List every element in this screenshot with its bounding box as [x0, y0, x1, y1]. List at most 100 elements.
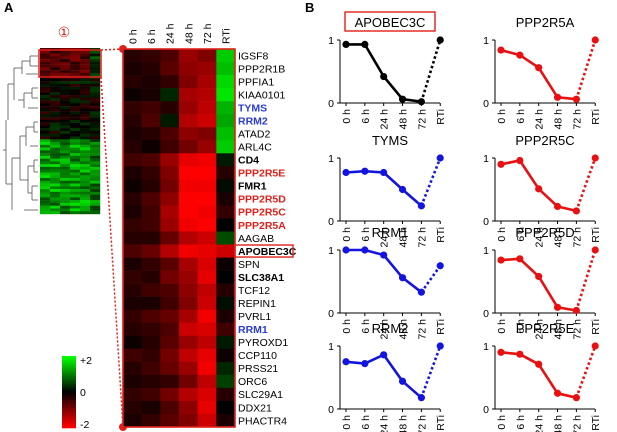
heatmap-cell: [216, 127, 236, 141]
line-panel-title: RRM2: [372, 321, 409, 336]
overview-cell: [50, 133, 61, 137]
gene-label: PPP2R5D: [238, 194, 286, 206]
heatmap-cell: [123, 166, 142, 180]
data-point: [591, 246, 599, 254]
heatmap-cell: [141, 348, 161, 363]
overview-cell: [50, 164, 61, 168]
overview-cell: [70, 133, 81, 137]
heatmap-cell: [197, 335, 217, 350]
overview-cell: [90, 95, 101, 98]
heatmap-cell: [216, 322, 236, 337]
x-tick-label: RTi: [435, 319, 447, 335]
overview-cell: [50, 50, 61, 54]
heatmap-cell: [123, 49, 142, 63]
line-panel-title: APOBEC3C: [355, 15, 426, 30]
overview-cell: [60, 186, 71, 190]
color-scale-segment: [62, 400, 76, 403]
overview-cell: [60, 106, 71, 110]
heatmap-cell: [123, 218, 142, 232]
data-point: [417, 98, 425, 106]
overview-cell: [60, 158, 71, 162]
overview-cell: [90, 86, 101, 90]
overview-cell: [70, 64, 81, 68]
overview-cell: [70, 72, 81, 76]
overview-cell: [60, 83, 71, 87]
overview-cell: [80, 67, 91, 71]
color-scale-segment: [62, 396, 76, 399]
heatmap-cell: [197, 179, 217, 193]
heatmap-cell: [197, 413, 217, 428]
data-point: [436, 342, 444, 350]
data-point: [535, 185, 543, 193]
heatmap-cell: [179, 140, 198, 154]
heatmap-cell: [179, 413, 198, 428]
overview-cell: [90, 191, 101, 195]
heatmap-cell: [179, 270, 198, 284]
overview-cell: [50, 131, 61, 134]
x-tick-label: 6 h: [515, 227, 527, 242]
overview-cell: [60, 164, 71, 168]
heatmap-cell: [160, 179, 180, 193]
heatmap-cell: [197, 283, 217, 297]
overview-cell: [70, 97, 81, 101]
heatmap-cell: [216, 348, 236, 363]
overview-cell: [50, 186, 61, 190]
data-point: [398, 95, 407, 103]
overview-cell: [70, 122, 81, 126]
overview-cell: [60, 194, 71, 198]
overview-cell: [60, 139, 71, 143]
gene-label: SPN: [238, 259, 260, 271]
heatmap-cell: [123, 413, 142, 428]
x-tick-label: 6 h: [360, 109, 372, 124]
overview-cell: [40, 189, 51, 193]
overview-cell: [90, 161, 101, 165]
overview-cell: [70, 191, 81, 195]
heatmap-cell: [141, 257, 161, 271]
x-tick-label: 24 h: [534, 109, 546, 130]
overview-cell: [80, 153, 91, 157]
overview-cell: [80, 189, 91, 193]
overview-cell: [50, 89, 61, 93]
x-tick-label: 0 h: [341, 319, 353, 334]
overview-cell: [70, 119, 81, 123]
overview-cell: [60, 142, 71, 146]
overview-cell: [70, 108, 81, 112]
heatmap-cell: [160, 49, 180, 63]
data-point: [497, 46, 505, 54]
overview-cell: [60, 128, 71, 132]
data-point: [361, 246, 369, 254]
heatmap-cell: [141, 244, 161, 258]
overview-cell: [50, 86, 61, 90]
overview-cell: [80, 175, 91, 179]
y-tick-label: 1: [483, 35, 489, 47]
heatmap-cell: [197, 205, 217, 219]
heatmap-cell: [141, 205, 161, 219]
series-line-dotted: [575, 157, 597, 212]
overview-cell: [70, 194, 81, 198]
overview-cell: [80, 211, 91, 215]
overview-cell: [70, 158, 81, 162]
data-point: [398, 377, 407, 385]
gene-label: DDX21: [238, 402, 272, 414]
overview-cell: [50, 108, 61, 112]
series-line: [345, 169, 423, 207]
overview-cell: [40, 158, 51, 162]
overview-cell: [50, 100, 61, 104]
overview-cell: [90, 172, 101, 176]
overview-cell: [50, 202, 61, 206]
overview-cell: [40, 208, 51, 212]
heatmap-cell: [179, 49, 198, 63]
overview-cell: [60, 175, 71, 179]
overview-cell: [40, 183, 51, 187]
data-point: [553, 303, 562, 311]
gene-label: PRSS21: [238, 363, 278, 375]
overview-cell: [80, 128, 91, 132]
data-point: [342, 168, 350, 177]
x-tick-label: 72 h: [416, 319, 428, 340]
overview-cell: [60, 180, 71, 184]
heatmap-cell: [141, 322, 161, 337]
overview-cell: [70, 50, 81, 54]
overview-cell: [80, 131, 91, 134]
overview-cell: [50, 139, 61, 143]
heatmap-cell: [216, 49, 236, 63]
